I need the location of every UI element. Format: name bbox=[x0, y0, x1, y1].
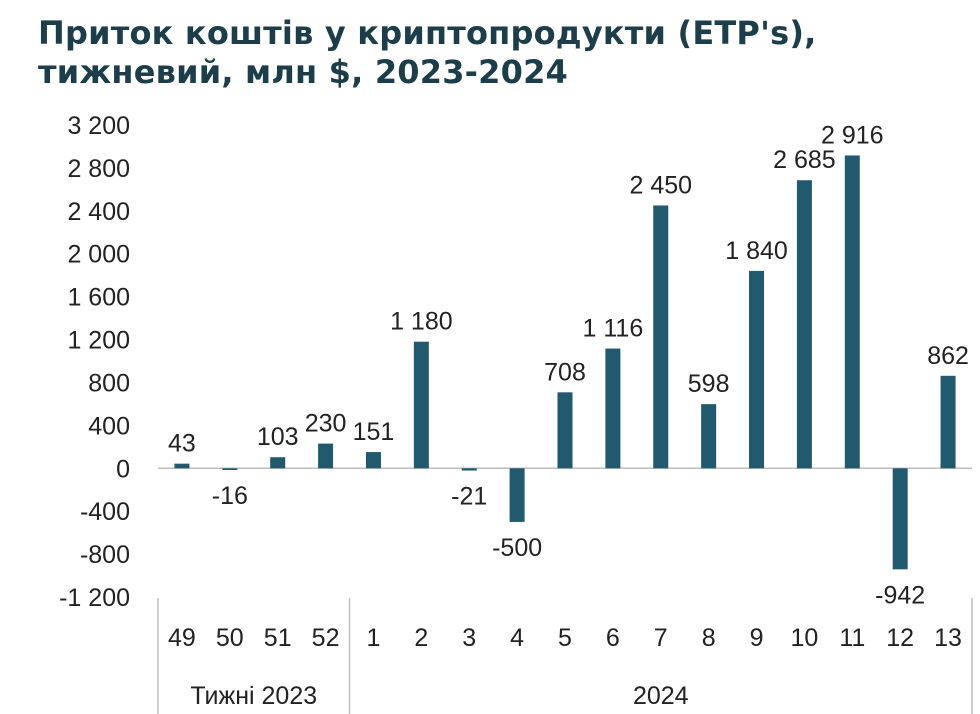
data-labels: 43 -16 103 230 151 1 180 -21-500 708 1 116 2 450 5… bbox=[168, 121, 969, 609]
y-tick-label: 800 bbox=[88, 369, 130, 397]
y-tick-label: 2 000 bbox=[67, 241, 130, 269]
bars bbox=[174, 155, 956, 570]
data-label: 1 116 bbox=[583, 315, 644, 343]
data-label: 151 bbox=[353, 418, 395, 446]
x-tick-label: 49 bbox=[168, 624, 196, 652]
y-tick-label: 2 400 bbox=[67, 198, 130, 226]
bar bbox=[509, 468, 525, 522]
data-label: -16 bbox=[212, 482, 248, 510]
x-tick-label: 5 bbox=[558, 624, 572, 652]
data-label: 862 bbox=[927, 342, 969, 370]
x-tick-label: 6 bbox=[606, 624, 620, 652]
x-tick-label: 51 bbox=[264, 624, 292, 652]
data-label: 2 916 bbox=[821, 121, 884, 149]
y-tick-label: 2 800 bbox=[67, 155, 130, 183]
chart-title: Приток коштів у криптопродукти (ETP's), … bbox=[38, 14, 817, 92]
y-tick-label: -400 bbox=[80, 498, 130, 526]
x-tick-label: 12 bbox=[886, 624, 914, 652]
x-tick-label: 11 bbox=[839, 624, 865, 652]
y-tick-label: 1 600 bbox=[67, 284, 130, 312]
data-label: 598 bbox=[688, 370, 730, 398]
bar bbox=[701, 404, 717, 469]
x-tick-label: 13 bbox=[934, 624, 962, 652]
bar bbox=[413, 341, 429, 469]
data-label: -942 bbox=[875, 581, 925, 609]
y-tick-label: -800 bbox=[80, 541, 130, 569]
data-label: 1 180 bbox=[390, 308, 453, 336]
bar bbox=[796, 180, 812, 469]
data-label: 708 bbox=[544, 358, 586, 386]
y-tick-label: 400 bbox=[88, 412, 130, 440]
data-label: -500 bbox=[492, 534, 542, 562]
data-label: 230 bbox=[305, 410, 347, 438]
x-tick-label: 10 bbox=[791, 624, 819, 652]
y-tick-label: 3 200 bbox=[67, 112, 130, 140]
y-tick-label: 0 bbox=[116, 455, 130, 483]
data-label: 43 bbox=[168, 430, 196, 458]
data-label: 103 bbox=[257, 423, 299, 451]
x-tick-label: 2 bbox=[414, 624, 428, 652]
x-tick-label: 50 bbox=[216, 624, 244, 652]
x-tick-label: 8 bbox=[702, 624, 716, 652]
bar bbox=[749, 270, 765, 469]
chart-title-line-1: Приток коштів у криптопродукти (ETP's), bbox=[38, 14, 817, 52]
bar bbox=[270, 457, 286, 469]
bar bbox=[605, 348, 621, 469]
bar bbox=[461, 468, 477, 471]
bar bbox=[892, 468, 908, 570]
x-tick-label: 52 bbox=[312, 624, 340, 652]
x-group-label: Тижні 2023 bbox=[190, 682, 317, 710]
data-label: 2 450 bbox=[629, 171, 692, 199]
bar bbox=[653, 205, 669, 469]
x-tick-label: 4 bbox=[510, 624, 524, 652]
y-tick-label: 1 200 bbox=[67, 327, 130, 355]
x-tick-label: 1 bbox=[367, 624, 381, 652]
bar bbox=[318, 443, 334, 469]
bar bbox=[222, 468, 238, 470]
y-axis: 3 200 2 800 2 400 2 000 1 600 1 200 800 400 0 -40… bbox=[59, 112, 130, 612]
bar bbox=[557, 392, 573, 469]
y-tick-label: -1 200 bbox=[59, 584, 130, 612]
x-tick-label: 3 bbox=[462, 624, 476, 652]
chart-title-line-2: тижневий, млн $, 2023-2024 bbox=[38, 53, 569, 91]
x-tick-label: 9 bbox=[750, 624, 764, 652]
x-tick-label: 7 bbox=[654, 624, 668, 652]
bar bbox=[174, 463, 190, 469]
x-group-label: 2024 bbox=[633, 682, 689, 710]
data-label: -21 bbox=[451, 483, 487, 511]
data-label: 2 685 bbox=[773, 146, 836, 174]
bar bbox=[844, 155, 860, 469]
bar bbox=[940, 375, 956, 469]
data-label: 1 840 bbox=[725, 237, 788, 265]
bar bbox=[365, 452, 381, 469]
